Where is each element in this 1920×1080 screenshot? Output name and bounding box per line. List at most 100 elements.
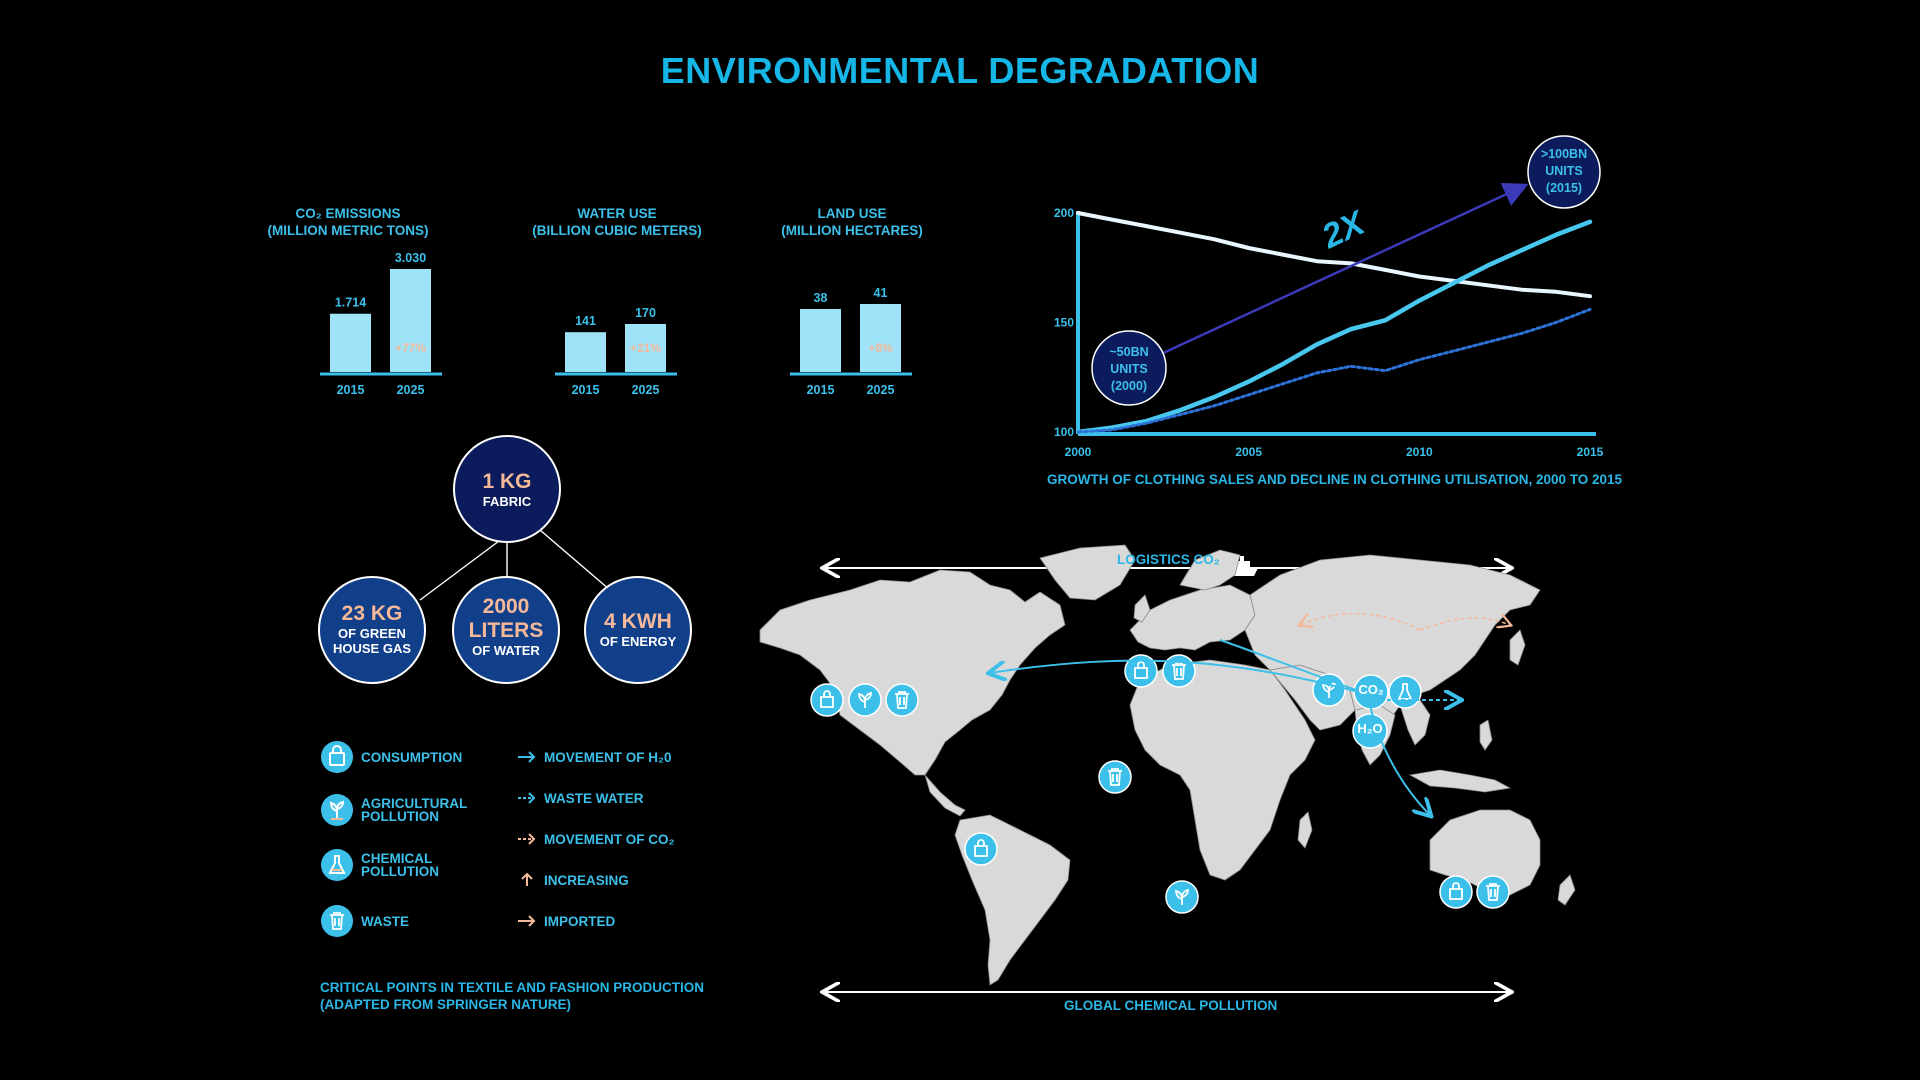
mini-bar-charts: 1.714 2015 3.030 2025 +77% 141 2015 170 2025 +21%…	[320, 251, 912, 397]
shopping-bag-icon	[964, 832, 998, 866]
shopping-bag-icon	[1439, 875, 1473, 909]
h2o-map-label: H₂O	[1357, 721, 1383, 736]
legend-waste-water: WASTE WATER	[517, 791, 684, 805]
fabric-circle-ghg	[318, 576, 426, 684]
legend-imported: IMPORTED	[517, 914, 684, 928]
fabric-diagram	[318, 435, 692, 684]
water-chart-title: WATER USE (BILLION CUBIC METERS)	[532, 206, 702, 238]
start-bubble-text: ~50BN	[1109, 345, 1148, 359]
trash-icon	[885, 683, 919, 717]
mini-bar-change-label: +21%	[630, 341, 661, 355]
h2o-arrow-americas	[990, 659, 1371, 696]
greenland	[1039, 544, 1136, 601]
mini-bar	[860, 304, 901, 372]
world-map-panel	[759, 544, 1576, 1020]
fabric-circle-top	[453, 435, 561, 543]
mini-bar	[565, 332, 606, 372]
mini-bar-category-label: 2025	[397, 383, 425, 397]
end-bubble-text: UNITS	[1545, 164, 1583, 178]
legend-agricultural: AGRICULTURAL POLLUTION	[320, 793, 501, 827]
multiplier-label: 2X	[1316, 203, 1373, 256]
mini-bar-value-label: 141	[575, 314, 596, 328]
fabric-circle-energy	[584, 576, 692, 684]
mini-bar-value-label: 38	[814, 291, 828, 305]
land-chart-title: LAND USE (MILLION HECTARES)	[781, 206, 923, 238]
europe	[1129, 584, 1256, 651]
mini-bar	[800, 308, 841, 372]
fabric-circle-water	[452, 576, 560, 684]
y-tick-label: 150	[1054, 316, 1074, 330]
scandinavia	[1179, 549, 1241, 591]
philippines	[1479, 719, 1493, 751]
plant-icon	[848, 683, 882, 717]
line-chart-caption: GROWTH OF CLOTHING SALES AND DECLINE IN …	[1047, 472, 1623, 487]
mini-bar-category-label: 2015	[337, 383, 365, 397]
trend-arrow	[1147, 183, 1529, 362]
fabric-energy-text: 4 KWH OF ENERGY	[599, 610, 677, 649]
end-bubble	[1527, 135, 1601, 209]
fabric-ghg-text: 23 KG OF GREEN HOUSE GAS	[332, 602, 411, 656]
legend-waste: WASTE	[320, 904, 501, 938]
legend-co2-movement: MOVEMENT OF CO₂	[517, 832, 684, 846]
x-tick-label: 2015	[1577, 445, 1604, 459]
solid-arrow-icon	[518, 751, 536, 763]
chemical-pollution-label: GLOBAL CHEMICAL POLLUTION	[1064, 998, 1278, 1013]
co2-arrow-east	[1419, 618, 1510, 631]
h2o-bubble	[1352, 713, 1388, 749]
mini-bar	[330, 313, 371, 372]
y-tick-label: 200	[1054, 206, 1074, 220]
mini-bar	[390, 269, 431, 372]
new-zealand	[1557, 874, 1576, 906]
legend-chemical: CHEMICAL POLLUTION	[320, 848, 501, 882]
legend-increasing: INCREASING	[517, 873, 684, 887]
end-bubble-text: >100BN	[1541, 147, 1587, 161]
plant-icon	[321, 794, 353, 826]
africa	[1129, 659, 1316, 881]
north-america	[759, 569, 1066, 776]
southeast-asia	[1399, 699, 1431, 746]
fabric-water-text: 2000 LITERS OF WATER	[468, 595, 544, 658]
co2-arrow-west	[1300, 612, 1421, 631]
line-series-solid-white	[1076, 211, 1592, 299]
x-tick-label: 2000	[1065, 445, 1092, 459]
mini-bar-category-label: 2025	[867, 383, 895, 397]
plant-icon	[1312, 673, 1346, 707]
japan	[1509, 629, 1526, 666]
up-arrow-icon	[521, 873, 533, 886]
dotted-arrow-icon	[518, 792, 536, 804]
flask-icon	[1388, 675, 1422, 709]
madagascar	[1297, 811, 1313, 849]
mini-bar-value-label: 3.030	[395, 251, 426, 265]
trash-icon	[1476, 875, 1510, 909]
mini-bar-category-label: 2025	[632, 383, 660, 397]
fabric-top-text: 1 KG FABRIC	[482, 470, 532, 509]
clothing-line-chart: 200 150 100 2000 2005 2010 2015 2X ~50BN UNITS (20…	[1054, 135, 1604, 459]
line-series-dotted-blue	[1076, 307, 1592, 434]
start-bubble-text: UNITS	[1110, 362, 1148, 376]
shopping-bag-icon	[1124, 654, 1158, 688]
legend-h2o-movement: MOVEMENT OF H₂0	[517, 750, 684, 764]
central-america	[924, 774, 966, 817]
asia	[1244, 554, 1541, 736]
mini-bar-category-label: 2015	[807, 383, 835, 397]
indonesia	[1408, 769, 1512, 793]
mini-bar-value-label: 41	[874, 286, 888, 300]
h2o-arrow-europe	[1219, 639, 1371, 696]
x-tick-label: 2010	[1406, 445, 1433, 459]
mini-bar-category-label: 2015	[572, 383, 600, 397]
flask-icon	[321, 849, 353, 881]
legend-consumption: CONSUMPTION	[320, 740, 501, 774]
start-bubble	[1091, 330, 1167, 406]
mini-bar-value-label: 170	[635, 306, 656, 320]
page-title: ENVIRONMENTAL DEGRADATION	[660, 50, 1260, 91]
shopping-bag-icon	[810, 683, 844, 717]
mini-bar-change-label: +8%	[868, 341, 893, 355]
y-tick-label: 100	[1054, 425, 1074, 439]
shopping-bag-icon	[321, 741, 353, 773]
trash-icon	[1162, 654, 1196, 688]
peach-arrow-icon	[518, 915, 536, 927]
end-bubble-text: (2015)	[1546, 181, 1582, 195]
logistics-label: LOGISTICS CO₂	[1117, 552, 1220, 567]
mini-bar-change-label: +77%	[395, 341, 426, 355]
world-map	[759, 544, 1576, 986]
